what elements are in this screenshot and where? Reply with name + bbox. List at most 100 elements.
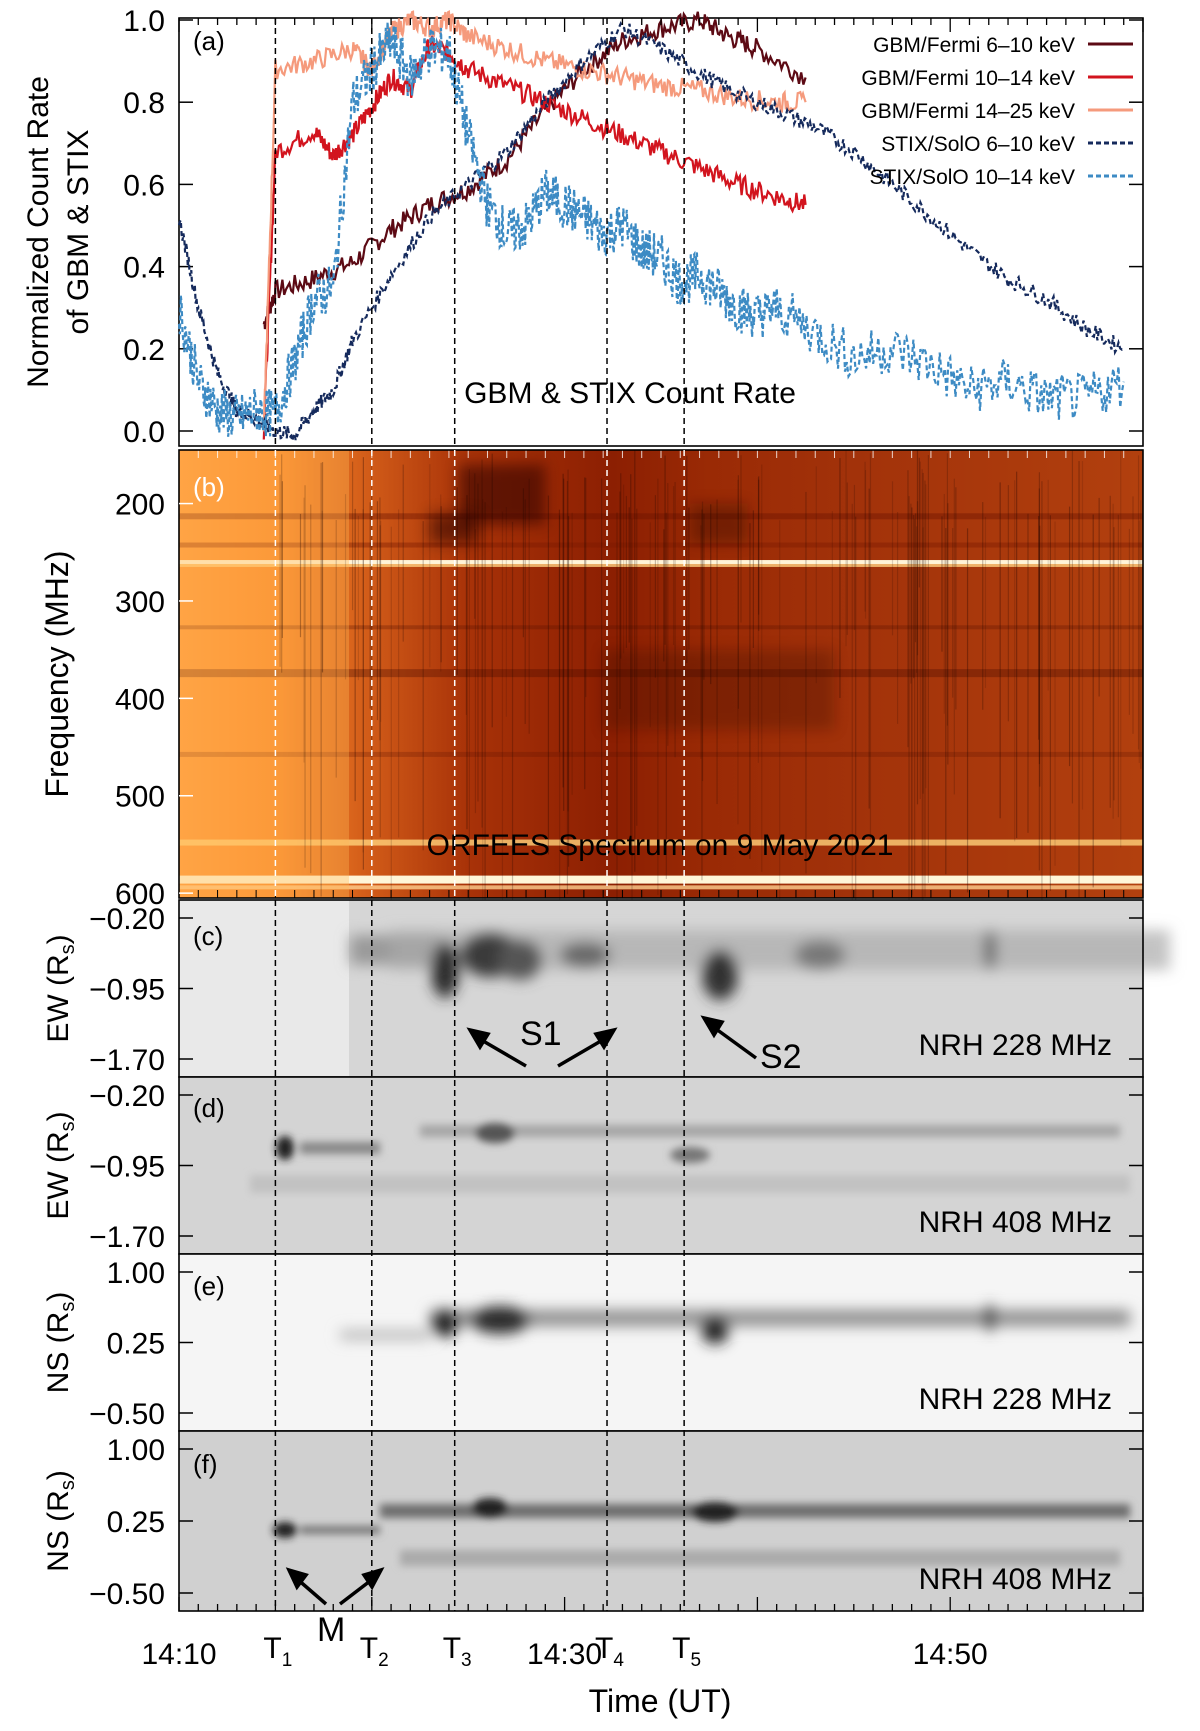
- x-axis-title: Time (UT): [589, 1683, 732, 1719]
- nrh-ylabel-main: NS (R: [42, 1312, 75, 1394]
- marker-label: T1: [263, 1632, 292, 1671]
- spectrum-streak: [491, 453, 493, 728]
- spectrum-streak: [567, 516, 570, 867]
- spectrum-streak: [982, 502, 984, 710]
- spectrum-streak: [281, 454, 283, 673]
- spectrum-streak: [501, 511, 504, 921]
- arrow-s1-left: [466, 1027, 527, 1068]
- spectrum-streak: [1113, 527, 1115, 801]
- spectrum-streak: [440, 494, 442, 672]
- spectrum-streak: [310, 504, 312, 874]
- spectrum-streak: [1039, 525, 1041, 787]
- x-tick-label: 14:50: [913, 1638, 988, 1671]
- nrh-panels: (c) (d): [42, 899, 1170, 1612]
- spectrum-streak: [672, 486, 675, 646]
- spectrum-streak: [474, 473, 476, 619]
- b-ytick-label: 400: [115, 683, 165, 716]
- spectrum-streak: [1092, 514, 1094, 888]
- spectrum-band: [179, 751, 1143, 757]
- spectrum-streak: [686, 455, 688, 663]
- spectrum-streak: [456, 487, 458, 675]
- spectrum-streak: [505, 507, 507, 717]
- spectrum-band: [179, 563, 1143, 567]
- nrh-panel-label: NRH 408 MHz: [919, 1563, 1112, 1596]
- spectrum-streak: [1014, 480, 1016, 842]
- spectrum-streak: [1007, 485, 1009, 722]
- spectrum-streak: [953, 478, 955, 795]
- a-ytick-label: 0.8: [123, 87, 165, 120]
- spectrum-streak: [477, 483, 479, 802]
- panel-e-label: (e): [193, 1271, 225, 1301]
- a-ytick-label: 1.0: [123, 5, 165, 38]
- spectrum-streak: [398, 509, 400, 838]
- panel-f-label: (f): [193, 1449, 218, 1479]
- spectrum-streak: [947, 503, 949, 765]
- marker-label-main: T: [263, 1632, 281, 1665]
- panel-b-label: (b): [193, 472, 225, 502]
- marker-label-main: T: [672, 1632, 690, 1665]
- spectrum-streak: [625, 495, 627, 648]
- spectrum-streak: [511, 521, 514, 927]
- nrh-panel-label: NRH 228 MHz: [919, 1029, 1112, 1062]
- spectrum-streak: [321, 510, 323, 672]
- spectrum-streak: [761, 464, 763, 872]
- spectrum-band: [179, 513, 1143, 520]
- spectrum-streak: [619, 491, 621, 709]
- nrh-ytick-label: −0.95: [89, 974, 165, 1007]
- x-tick-label: 14:10: [141, 1638, 216, 1671]
- spectrum-burst: [689, 503, 748, 544]
- panel-b-y-ticks: 200 300 400 500 600: [115, 489, 193, 911]
- spectrum-streak: [945, 528, 947, 875]
- b-ytick-label: 300: [115, 586, 165, 619]
- spectrum-streak: [584, 477, 586, 790]
- spectrum-streak: [1138, 520, 1140, 763]
- spectrum-streak: [524, 499, 526, 724]
- panel-d: (d): [178, 1076, 1144, 1255]
- spectrum-streak: [921, 469, 923, 903]
- spectrum-streak: [299, 513, 302, 638]
- panel-b-ylabel: Frequency (MHz): [39, 550, 75, 797]
- marker-label-sub: 5: [690, 1650, 701, 1671]
- spectrum-streak: [805, 491, 807, 874]
- spectrum-streak: [868, 488, 870, 809]
- annotations: S1 S2 M: [285, 1015, 802, 1649]
- spectrum-band: [179, 625, 1143, 630]
- spectrum-streak: [914, 518, 916, 890]
- spectrum-streak: [379, 497, 381, 741]
- nrh-ylabel-sub: s: [57, 1121, 79, 1131]
- spectrum-streak: [966, 528, 969, 893]
- nrh-ylabel: NS (Rs): [42, 1292, 79, 1394]
- panel-e-emission: [340, 1304, 1130, 1344]
- panel-d-emission: [250, 1123, 1130, 1193]
- spectrum-streak: [303, 497, 305, 763]
- spectrum-streak: [701, 509, 703, 881]
- marker-label-sub: 2: [378, 1650, 389, 1671]
- marker-label: T2: [360, 1632, 389, 1671]
- nrh-panel-label: NRH 228 MHz: [919, 1383, 1112, 1416]
- panel-a-series: [177, 10, 1125, 446]
- spectrum-streak: [845, 450, 847, 647]
- panel-e: (e): [178, 1253, 1144, 1432]
- spectrum-streak: [914, 513, 917, 643]
- series-line: [262, 11, 807, 330]
- spectrum-streak: [1038, 472, 1041, 765]
- nrh-ylabel-close: ): [42, 1470, 75, 1480]
- spectrum-streak: [631, 518, 633, 958]
- spectrum-streak: [846, 482, 848, 635]
- spectrum-streak: [320, 462, 322, 897]
- series-line: [262, 35, 807, 440]
- spectrum-streak: [1128, 528, 1131, 715]
- nrh-ytick-label: −1.70: [89, 1044, 165, 1077]
- marker-label: T4: [595, 1632, 624, 1671]
- spectrum-streak: [571, 512, 573, 795]
- legend-label: STIX/SolO 10–14 keV: [870, 166, 1075, 189]
- spectrum-streak: [1049, 515, 1051, 891]
- spectrum-streak: [562, 473, 564, 788]
- spectrum-streak: [657, 478, 659, 896]
- panel-c-label: (c): [193, 921, 223, 951]
- spectrum-streak: [663, 529, 665, 662]
- spectrum-streak: [955, 487, 957, 710]
- nrh-ytick-label: −1.70: [89, 1221, 165, 1254]
- nrh-ylabel-sub: s: [57, 944, 79, 954]
- spectrum-streak: [567, 469, 569, 812]
